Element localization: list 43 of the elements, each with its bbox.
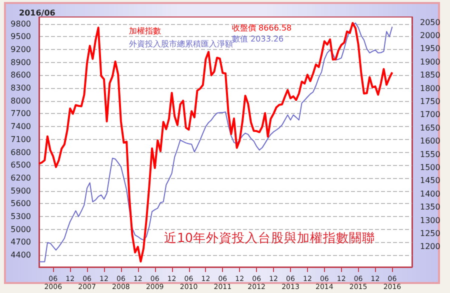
y2-tick-label: 1800 <box>420 84 440 93</box>
y2-tick-label: 1450 <box>420 176 440 186</box>
y-tick-label: 4700 <box>10 238 31 247</box>
y-tick-label: 8300 <box>10 84 31 93</box>
text: 近10年外資投入台股與加權指數關聯 <box>164 230 375 245</box>
y-tick-label: 7700 <box>10 109 31 118</box>
y-tick-label: 7100 <box>10 134 31 144</box>
y-tick-label: 6800 <box>10 148 31 157</box>
text: 加權指數 <box>129 26 161 36</box>
y-tick-label: 8000 <box>10 96 31 106</box>
chart-subtitle: 2016/06 <box>19 8 56 18</box>
y2-tick-label: 1350 <box>420 202 440 212</box>
y-tick-label: 8600 <box>10 70 31 80</box>
annotation: 數值 2033.26 <box>232 34 284 44</box>
y2-tick-label: 1900 <box>420 57 440 66</box>
y-tick-label: 6500 <box>10 160 31 170</box>
y2-tick-label: 2000 <box>420 30 440 40</box>
y2-tick-label: 1600 <box>420 136 440 146</box>
y2-tick-label: 1400 <box>420 189 440 198</box>
y2-tick-label: 1650 <box>420 123 440 132</box>
y-tick-label: 6200 <box>10 173 31 182</box>
y2-tick-label: 1500 <box>420 162 440 172</box>
y-tick-label: 5600 <box>10 199 31 208</box>
y-tick-label: 9800 <box>10 19 31 28</box>
y-tick-label: 9500 <box>10 32 31 42</box>
y-tick-label: 7400 <box>10 122 31 132</box>
y2-tick-label: 1700 <box>420 110 440 120</box>
y2-tick-label: 2050 <box>420 18 440 27</box>
y-tick-label: 4400 <box>10 250 31 260</box>
y-tick-label: 8900 <box>10 58 31 67</box>
annotation: 收盤價 8666.58 <box>232 24 292 32</box>
y2-tick-label: 1300 <box>420 216 440 225</box>
y2-tick-label: 1250 <box>420 228 440 238</box>
y2-tick-label: 1550 <box>420 150 440 159</box>
y-tick-label: 5900 <box>10 186 31 196</box>
text: 外資投入股市總累積匯入淨額 <box>129 40 233 48</box>
y-tick-label: 5000 <box>10 224 31 234</box>
y2-tick-label: 1950 <box>420 44 440 54</box>
y-tick-label: 9200 <box>10 45 31 54</box>
y-tick-label: 5300 <box>10 212 31 221</box>
y2-tick-label: 1850 <box>420 70 440 80</box>
y2-tick-label: 1200 <box>420 242 440 252</box>
y2-tick-label: 1750 <box>420 96 440 106</box>
